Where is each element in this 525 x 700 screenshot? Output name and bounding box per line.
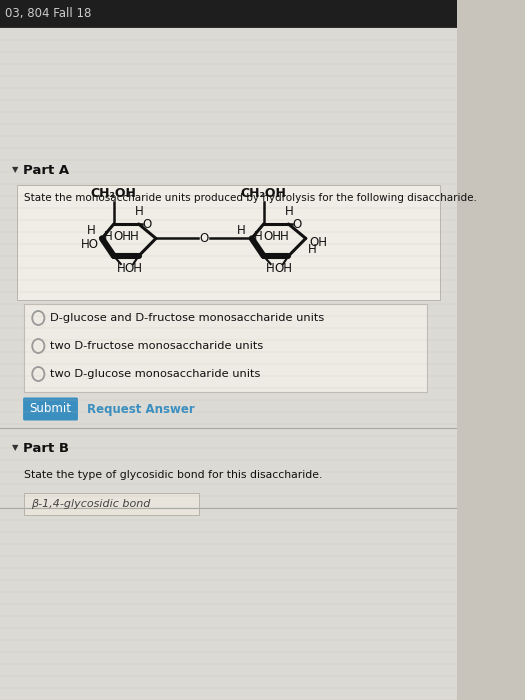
Text: Part A: Part A (23, 164, 69, 176)
Text: State the type of glycosidic bond for this disaccharide.: State the type of glycosidic bond for th… (24, 470, 323, 480)
FancyBboxPatch shape (0, 0, 457, 28)
Text: OH: OH (263, 230, 281, 242)
Text: Submit: Submit (29, 402, 71, 416)
Text: O: O (143, 218, 152, 231)
Text: Part B: Part B (23, 442, 69, 454)
Text: OH: OH (113, 230, 131, 242)
Text: H: H (87, 224, 96, 237)
Text: two D-glucose monosaccharide units: two D-glucose monosaccharide units (50, 369, 260, 379)
Text: ▼: ▼ (12, 444, 19, 452)
Text: OH: OH (124, 262, 142, 274)
Text: H: H (237, 224, 246, 237)
Text: CH₂OH: CH₂OH (240, 187, 287, 200)
Text: H: H (135, 205, 144, 218)
Text: CH₂OH: CH₂OH (91, 187, 136, 200)
Text: H: H (285, 205, 294, 218)
FancyBboxPatch shape (17, 185, 440, 300)
Text: H: H (104, 230, 113, 244)
Text: O: O (199, 232, 208, 245)
Text: two D-fructose monosaccharide units: two D-fructose monosaccharide units (50, 341, 263, 351)
Text: H: H (266, 262, 275, 274)
Text: 03, 804 Fall 18: 03, 804 Fall 18 (5, 8, 91, 20)
Text: H: H (117, 262, 125, 274)
Text: O: O (292, 218, 302, 231)
Text: HO: HO (81, 239, 99, 251)
FancyBboxPatch shape (0, 28, 457, 700)
Text: H: H (254, 230, 262, 244)
Text: Request Answer: Request Answer (87, 402, 195, 416)
Text: State the monosaccharide units produced by hydrolysis for the following disaccha: State the monosaccharide units produced … (24, 193, 477, 203)
FancyBboxPatch shape (23, 398, 78, 421)
FancyBboxPatch shape (24, 493, 198, 515)
Text: β-1,4-glycosidic bond: β-1,4-glycosidic bond (32, 499, 151, 509)
Text: OH: OH (274, 262, 292, 274)
Text: OH: OH (309, 237, 327, 249)
Text: H: H (308, 243, 317, 256)
Text: H: H (130, 230, 139, 242)
Text: H: H (280, 230, 289, 242)
Text: D-glucose and D-fructose monosaccharide units: D-glucose and D-fructose monosaccharide … (50, 313, 324, 323)
Text: ▼: ▼ (12, 165, 19, 174)
FancyBboxPatch shape (24, 304, 427, 392)
